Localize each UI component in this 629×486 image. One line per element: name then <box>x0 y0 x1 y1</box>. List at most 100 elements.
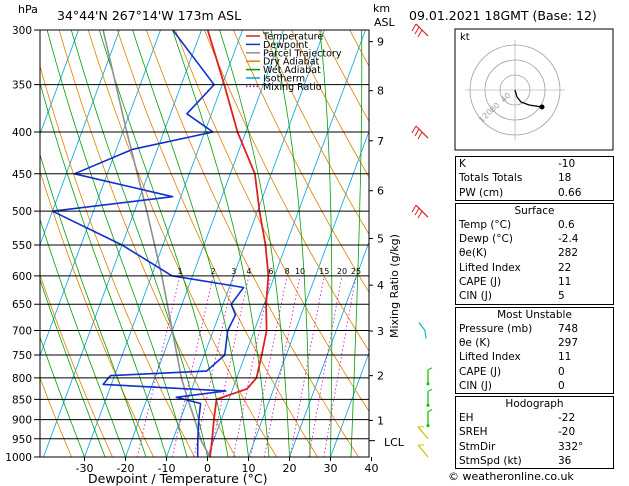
hodograph-param-value: 332° <box>558 440 584 453</box>
surface-row: Temp (°C) 0.6 <box>456 218 613 232</box>
temp-tick-label: 20 <box>283 462 297 475</box>
most-unstable-row: CIN (J) 0 <box>456 379 613 393</box>
mixing-ratio-label: 8 <box>285 267 290 276</box>
pressure-tick-label: 1000 <box>5 452 32 464</box>
index-value: -10 <box>558 158 576 170</box>
hodograph-frame <box>454 28 614 151</box>
most-unstable-value: 11 <box>558 351 572 364</box>
isotherm-line <box>40 30 161 357</box>
surface-label: CIN (J) <box>459 290 492 303</box>
temp-tick-label: -20 <box>117 462 135 475</box>
pressure-tick-label: 400 <box>12 127 32 139</box>
isotherm-line <box>125 30 284 457</box>
surface-row: θe(K) 282 <box>456 246 613 260</box>
wet-adiabat <box>350 30 363 457</box>
dewpoint-profile <box>51 30 245 457</box>
wet-adiabat <box>319 30 333 457</box>
temp-tick-label: 40 <box>365 462 379 475</box>
isotherm-line <box>330 351 369 457</box>
hodograph-param-label: StmDir <box>459 440 496 453</box>
index-label: Totals Totals <box>459 172 523 185</box>
mixing-ratio-line <box>289 275 325 457</box>
height-unit-km: km <box>373 2 390 15</box>
chart-title: 34°44'N 267°14'W 173m ASL <box>57 8 241 23</box>
mixing-ratio-line <box>308 275 343 457</box>
height-tick-label: 8 <box>377 85 384 98</box>
isotherm-line <box>43 30 202 457</box>
wind-barb <box>426 409 433 428</box>
isotherm-line <box>40 30 79 136</box>
most-unstable-row: Pressure (mb) 748 <box>456 322 613 336</box>
most-unstable-value: 0 <box>558 379 565 392</box>
hodograph-param-row: StmDir 332° <box>456 440 613 454</box>
surface-value: 0.6 <box>558 218 575 231</box>
hodograph-param-row: SREH -20 <box>456 425 613 439</box>
dry-adiabat <box>204 30 369 352</box>
hodograph-param-value: -20 <box>558 426 576 439</box>
most-unstable-row: Lifted Index 11 <box>456 350 613 364</box>
surface-value: 11 <box>558 276 572 289</box>
index-value: 18 <box>558 172 572 185</box>
surface-title: Surface <box>514 204 555 217</box>
surface-row: CAPE (J) 11 <box>456 275 613 289</box>
indices-box: K -10 Totals Totals 18 PW (cm) 0.66 <box>455 156 614 201</box>
wet-adiabat <box>40 336 85 457</box>
wind-barb <box>411 125 429 140</box>
surface-row: Dewp (°C) -2.4 <box>456 232 613 246</box>
dry-adiabat <box>291 30 369 179</box>
mixing-ratio-label: 6 <box>268 267 273 276</box>
index-label: K <box>459 158 466 170</box>
dry-adiabat <box>116 30 318 457</box>
pressure-tick-label: 650 <box>12 299 32 311</box>
legend-entry: Dewpoint <box>263 40 308 51</box>
pressure-tick-label: 750 <box>12 350 32 362</box>
surface-label: θe(K) <box>459 247 487 260</box>
wind-barb <box>417 426 429 440</box>
mixing-ratio-label: 25 <box>351 267 361 276</box>
pressure-tick-label: 550 <box>12 240 32 252</box>
surface-label: Dewp (°C) <box>459 233 513 246</box>
mixing-ratio-label: 10 <box>295 267 305 276</box>
isotherm-line <box>248 130 369 457</box>
height-tick-label: 5 <box>377 232 384 245</box>
hodograph-trace <box>514 89 543 108</box>
mixing-ratio-label: 15 <box>319 267 329 276</box>
wet-adiabat <box>46 30 188 457</box>
dry-adiabat <box>87 30 277 457</box>
wind-barb <box>411 23 429 38</box>
mixing-ratio-label: 3 <box>231 267 236 276</box>
pressure-tick-label: 700 <box>12 326 32 338</box>
most-unstable-value: 0 <box>558 365 565 378</box>
temp-tick-label: 30 <box>324 462 338 475</box>
hodograph-unit: kt <box>460 32 470 43</box>
height-tick-label: 3 <box>377 325 384 338</box>
legend-entry: Isotherm <box>263 74 305 85</box>
height-tick-label: 2 <box>377 370 384 383</box>
pressure-tick-label: 600 <box>12 271 32 283</box>
surface-label: CAPE (J) <box>459 276 502 289</box>
most-unstable-label: Lifted Index <box>459 351 521 364</box>
mixing-ratio-line <box>263 275 301 457</box>
surface-value: 22 <box>558 261 572 274</box>
temp-tick-label: -30 <box>76 462 94 475</box>
mixing-ratio-label: 1 <box>177 267 182 276</box>
most-unstable-row: θe (K) 297 <box>456 336 613 350</box>
hodograph-param-label: SREH <box>459 426 488 439</box>
pressure-tick-label: 950 <box>12 434 32 446</box>
temperature-profile <box>206 30 270 457</box>
hodograph-param-row: EH -22 <box>456 411 613 425</box>
legend-entry: Mixing Ratio <box>263 82 322 93</box>
wind-barb <box>426 367 433 386</box>
wind-barb <box>411 204 429 219</box>
copyright: © weatheronline.co.uk <box>448 470 574 483</box>
mixing-ratio-label: 20 <box>337 267 347 276</box>
surface-label: Temp (°C) <box>459 218 512 231</box>
legend-entry: Parcel Trajectory <box>263 48 342 59</box>
most-unstable-title: Most Unstable <box>497 308 572 321</box>
height-tick-label: 7 <box>377 135 384 148</box>
isotherm-line <box>166 30 325 457</box>
pressure-tick-label: 800 <box>12 373 32 385</box>
index-value: 0.66 <box>558 186 582 199</box>
